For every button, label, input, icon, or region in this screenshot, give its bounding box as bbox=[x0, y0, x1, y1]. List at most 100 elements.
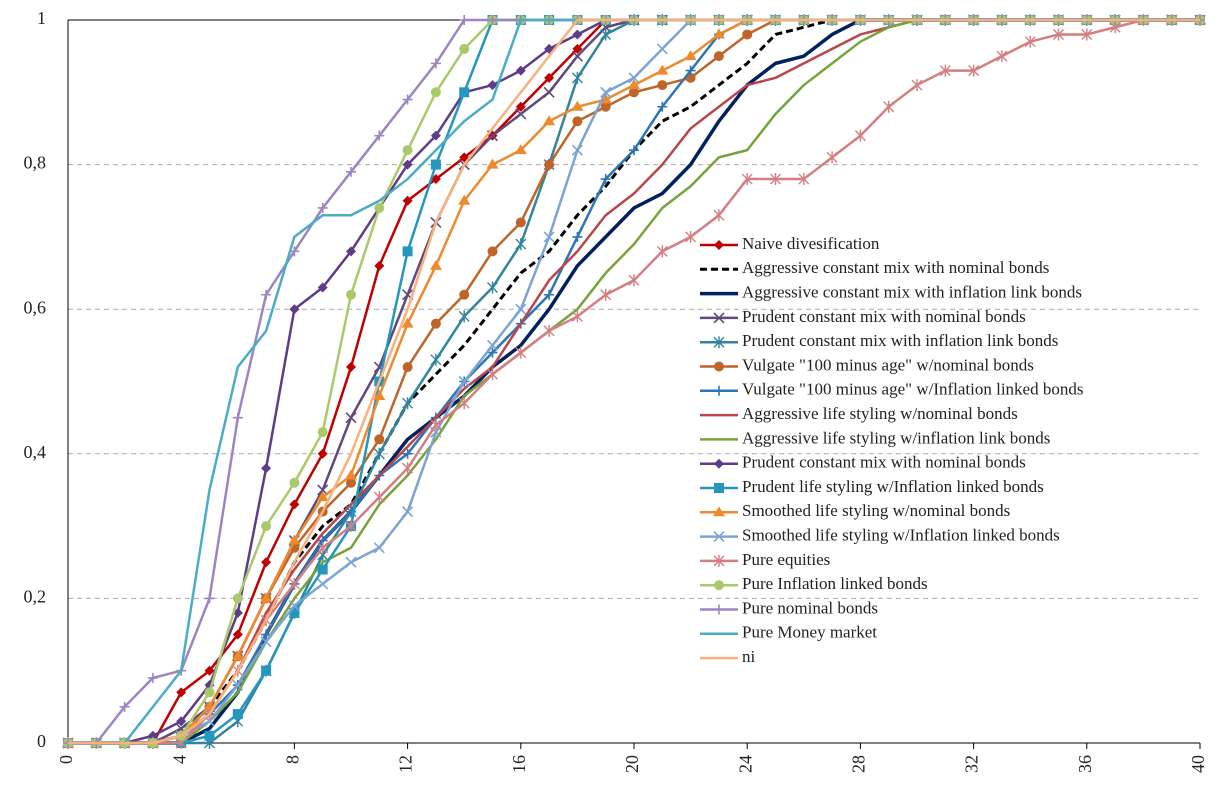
marker bbox=[374, 130, 385, 141]
marker bbox=[657, 101, 668, 112]
series bbox=[68, 18, 1200, 745]
marker bbox=[176, 687, 187, 698]
marker bbox=[317, 448, 328, 459]
marker bbox=[514, 144, 527, 155]
marker bbox=[430, 130, 441, 141]
marker bbox=[204, 730, 215, 741]
legend-label: Pure nominal bonds bbox=[742, 598, 878, 617]
marker bbox=[572, 43, 583, 54]
marker bbox=[232, 629, 243, 640]
marker bbox=[232, 679, 244, 691]
x-tick-label: 0 bbox=[56, 755, 76, 764]
legend-label: Pure equities bbox=[742, 550, 830, 569]
marker bbox=[430, 353, 442, 366]
legend-label: ni bbox=[742, 647, 756, 666]
marker bbox=[176, 716, 187, 727]
marker bbox=[261, 665, 272, 676]
marker bbox=[260, 636, 272, 648]
marker bbox=[572, 231, 583, 242]
legend-entry: Pure nominal bonds bbox=[700, 598, 878, 617]
legend-entry: Vulgate "100 minus age" w/nominal bonds bbox=[700, 355, 1034, 374]
marker bbox=[261, 289, 272, 300]
marker bbox=[770, 173, 781, 186]
marker bbox=[430, 318, 441, 329]
legend-marker bbox=[713, 554, 725, 567]
y-tick-label: 0,6 bbox=[24, 297, 47, 317]
legend-marker bbox=[714, 458, 724, 469]
legend-entry: Smoothed life styling w/nominal bonds bbox=[700, 501, 1010, 520]
marker bbox=[373, 491, 385, 504]
marker bbox=[459, 15, 470, 25]
marker bbox=[261, 463, 272, 474]
legend-entry: Pure Money market bbox=[700, 623, 877, 642]
marker bbox=[712, 28, 725, 39]
marker bbox=[345, 412, 357, 424]
marker bbox=[401, 317, 414, 328]
legend-label: Prudent constant mix with inflation link… bbox=[742, 331, 1058, 350]
marker bbox=[854, 129, 866, 142]
marker bbox=[346, 362, 356, 373]
legend-label: Aggressive constant mix with inflation l… bbox=[742, 283, 1082, 302]
marker bbox=[402, 145, 413, 156]
marker bbox=[231, 650, 244, 661]
marker bbox=[402, 362, 413, 373]
marker bbox=[459, 289, 470, 300]
marker bbox=[515, 65, 526, 76]
marker bbox=[487, 246, 498, 257]
legend-entry: Prudent constant mix with nominal bonds bbox=[700, 307, 1026, 326]
y-tick-label: 0,4 bbox=[24, 442, 47, 462]
marker bbox=[487, 347, 498, 358]
legend-label: Prudent constant mix with nominal bonds bbox=[742, 307, 1026, 326]
marker bbox=[373, 389, 386, 400]
x-tick-label: 32 bbox=[962, 755, 982, 773]
marker bbox=[289, 304, 300, 315]
marker bbox=[346, 246, 356, 257]
marker bbox=[430, 159, 441, 170]
legend-label: Pure Money market bbox=[742, 623, 877, 642]
marker bbox=[346, 289, 356, 300]
marker bbox=[515, 217, 526, 228]
marker bbox=[486, 158, 499, 169]
marker bbox=[430, 174, 441, 185]
marker bbox=[1024, 35, 1036, 48]
marker bbox=[487, 368, 498, 381]
series-line bbox=[68, 18, 1200, 745]
marker bbox=[402, 94, 413, 105]
marker bbox=[656, 43, 668, 55]
x-tick-label: 8 bbox=[283, 755, 303, 764]
legend-entry: Pure equities bbox=[700, 550, 830, 569]
marker bbox=[402, 506, 414, 518]
marker bbox=[544, 72, 555, 83]
legend-label: Vulgate "100 minus age" w/nominal bonds bbox=[742, 355, 1034, 374]
legend-label: Naive divesification bbox=[742, 234, 880, 253]
marker bbox=[656, 245, 668, 258]
legend-label: Aggressive constant mix with nominal bon… bbox=[742, 258, 1049, 277]
marker bbox=[459, 87, 470, 98]
marker bbox=[939, 64, 951, 77]
marker bbox=[232, 412, 243, 423]
marker bbox=[600, 101, 611, 112]
x-tick-label: 20 bbox=[622, 755, 642, 773]
marker bbox=[515, 108, 527, 120]
marker bbox=[629, 87, 639, 98]
y-tick-label: 0,2 bbox=[24, 587, 47, 607]
marker bbox=[204, 593, 215, 604]
legend-entry: ni bbox=[700, 647, 756, 666]
marker bbox=[261, 557, 272, 568]
marker bbox=[288, 534, 301, 545]
legend-entry: Aggressive constant mix with nominal bon… bbox=[700, 258, 1049, 277]
marker bbox=[458, 310, 470, 323]
marker bbox=[515, 101, 526, 112]
marker bbox=[742, 29, 753, 40]
marker bbox=[628, 274, 640, 287]
marker bbox=[317, 282, 328, 293]
marker bbox=[713, 209, 725, 222]
marker bbox=[374, 434, 385, 445]
marker bbox=[147, 672, 158, 683]
marker bbox=[430, 58, 441, 69]
marker bbox=[883, 100, 895, 113]
marker bbox=[515, 303, 527, 315]
marker bbox=[373, 447, 385, 460]
legend-label: Aggressive life styling w/inflation link… bbox=[742, 428, 1050, 447]
marker bbox=[289, 477, 300, 488]
